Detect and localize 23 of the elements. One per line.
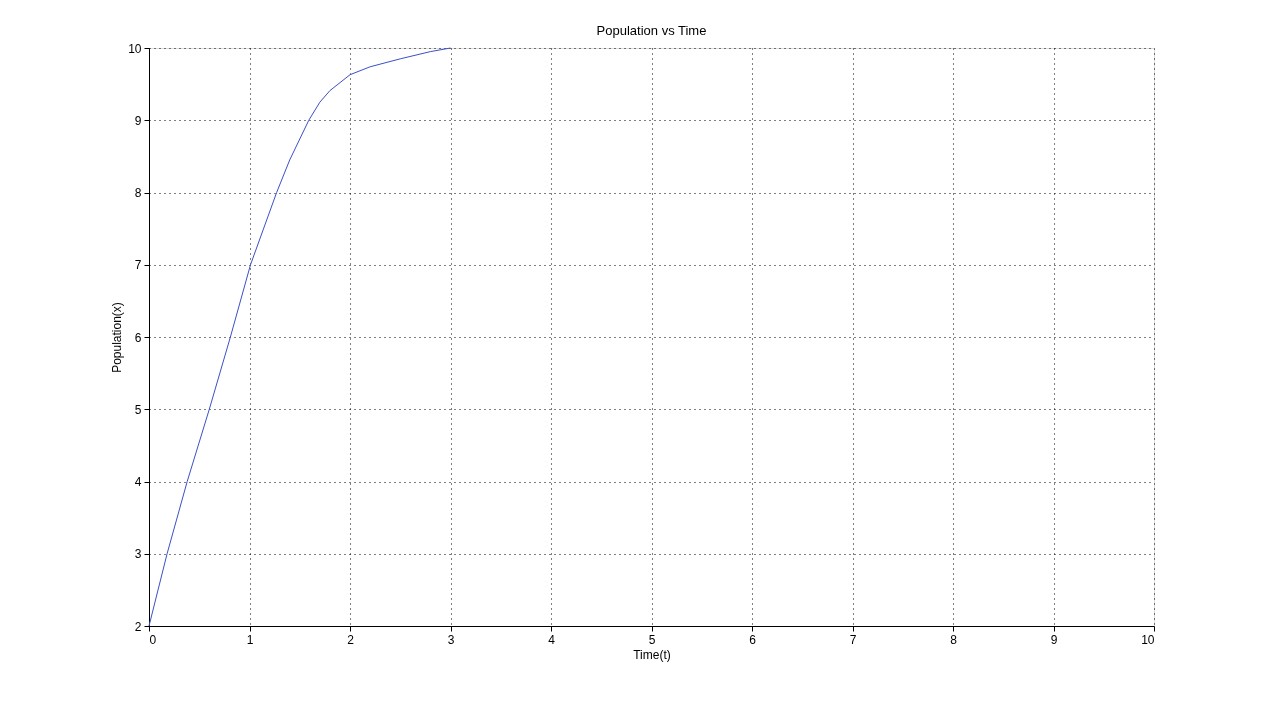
y-tick-label: 10 [128, 41, 142, 56]
x-tick-label: 9 [1050, 632, 1058, 647]
x-tick-label: 4 [548, 632, 556, 647]
x-tick-label: 7 [849, 632, 857, 647]
x-tick-label: 10 [1141, 632, 1155, 647]
x-tick-label: 0 [149, 632, 157, 647]
x-tick-label: 3 [447, 632, 455, 647]
y-tick-label: 5 [134, 402, 142, 417]
y-tick-label: 4 [134, 475, 142, 489]
x-tick-label: 2 [347, 632, 355, 647]
y-tick-label: 8 [134, 186, 142, 200]
y-tick-label: 7 [134, 258, 142, 273]
chart-title: Population vs Time [596, 23, 707, 38]
y-axis-title: Population(x) [110, 302, 125, 373]
y-tick-label: 2 [134, 619, 142, 634]
y-tick-label: 9 [134, 113, 142, 128]
y-tick-label: 6 [134, 330, 142, 345]
x-tick-label: 6 [749, 632, 757, 647]
x-tick-label: 8 [950, 632, 958, 647]
y-tick-label: 3 [134, 547, 142, 562]
x-tick-label: 5 [648, 632, 656, 647]
x-axis-title: Time(t) [633, 647, 671, 662]
x-tick-label: 1 [246, 632, 254, 647]
